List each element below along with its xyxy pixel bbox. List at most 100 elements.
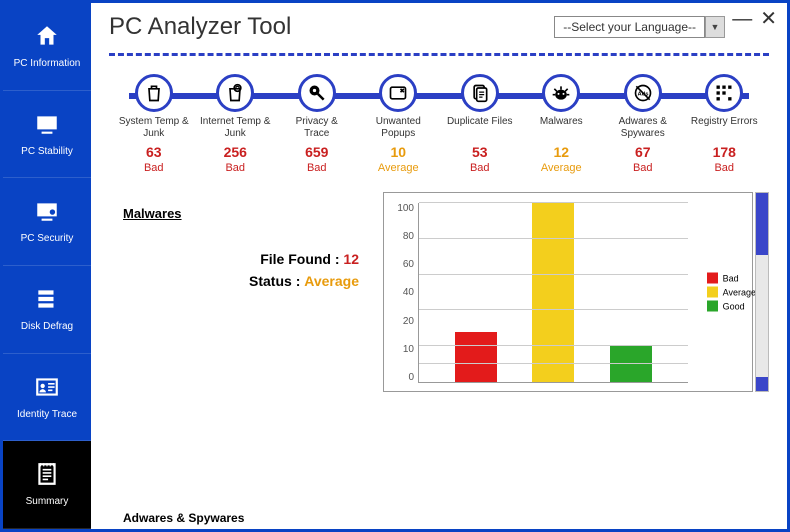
sidebar-icon (34, 111, 60, 146)
chart-legend: Bad Average Good (707, 270, 756, 315)
file-found-label: File Found : (260, 251, 339, 267)
sidebar-item-label: Disk Defrag (21, 321, 73, 333)
y-tick: 80 (403, 231, 414, 242)
sidebar-item-label: PC Stability (21, 146, 73, 158)
y-tick: 0 (408, 372, 414, 383)
titlebar-controls: — ✕ (732, 9, 777, 29)
y-tick: 20 (403, 316, 414, 327)
gridline (419, 238, 688, 239)
language-selector[interactable]: --Select your Language-- ▼ (554, 16, 725, 38)
category-registry-errors[interactable]: Registry Errors 178 Bad (684, 74, 766, 174)
category-icon (298, 74, 336, 112)
chevron-down-icon[interactable]: ▼ (705, 16, 725, 38)
sidebar-icon (34, 374, 60, 409)
legend-swatch (707, 287, 718, 298)
sidebar-item-pc-information[interactable]: PC Information (3, 3, 91, 91)
category-status: Bad (633, 162, 653, 174)
category-value: 256 (224, 144, 247, 160)
legend-item-average: Average (707, 287, 756, 298)
sidebar-item-label: PC Information (14, 58, 81, 70)
category-icon (705, 74, 743, 112)
sidebar-item-label: PC Security (21, 233, 74, 245)
category-icon (135, 74, 173, 112)
legend-item-bad: Bad (707, 273, 756, 284)
category-duplicate-files[interactable]: Duplicate Files 53 Bad (439, 74, 521, 174)
sidebar-item-summary[interactable]: Summary (3, 441, 91, 529)
sidebar: PC Information PC Stability PC Security Dis… (3, 3, 91, 529)
category-label: Registry Errors (691, 116, 758, 140)
category-icon (216, 74, 254, 112)
sidebar-item-label: Summary (26, 496, 69, 508)
category-label: Malwares (540, 116, 583, 140)
category-value: 63 (146, 144, 162, 160)
file-found-value: 12 (343, 251, 359, 267)
gridline (419, 309, 688, 310)
category-unwanted-popups[interactable]: Unwanted Popups 10 Average (358, 74, 440, 174)
header: PC Analyzer Tool --Select your Language-… (109, 13, 769, 41)
y-tick: 100 (397, 203, 414, 214)
chart-y-axis: 10080604020100 (392, 203, 418, 383)
category-status: Bad (144, 162, 164, 174)
status-row: Status : Average (123, 273, 383, 289)
legend-item-good: Good (707, 301, 756, 312)
category-status: Average (541, 162, 582, 174)
y-tick: 10 (403, 344, 414, 355)
sidebar-item-pc-security[interactable]: PC Security (3, 178, 91, 266)
category-status: Bad (225, 162, 245, 174)
category-label: Duplicate Files (447, 116, 513, 140)
scrollbar-vertical[interactable] (755, 192, 769, 392)
category-status: Bad (470, 162, 490, 174)
malwares-chart: 10080604020100 BadAverageGood (383, 192, 753, 392)
category-icon (379, 74, 417, 112)
status-value: Average (304, 273, 359, 289)
bar-bad (455, 332, 497, 382)
sidebar-item-identity-trace[interactable]: Identity Trace (3, 354, 91, 442)
category-status: Bad (714, 162, 734, 174)
scroll-down-button[interactable] (756, 377, 768, 391)
category-value: 659 (305, 144, 328, 160)
legend-label: Good (723, 301, 745, 311)
category-value: 67 (635, 144, 651, 160)
legend-label: Average (723, 287, 756, 297)
legend-label: Bad (723, 273, 739, 283)
status-label: Status : (249, 273, 300, 289)
scroll-thumb[interactable] (756, 207, 768, 255)
detail-section: Malwares File Found : 12 Status : Averag… (109, 192, 769, 392)
gridline (419, 363, 688, 364)
category-label: Internet Temp &Junk (200, 116, 270, 140)
close-button[interactable]: ✕ (760, 9, 777, 29)
chart-wrapper: 10080604020100 BadAverageGood (383, 192, 769, 392)
sidebar-item-pc-stability[interactable]: PC Stability (3, 91, 91, 179)
y-tick: 60 (403, 259, 414, 270)
category-icon: Ads (624, 74, 662, 112)
app-title: PC Analyzer Tool (109, 13, 291, 41)
category-privacy-trace[interactable]: Privacy &Trace 659 Bad (276, 74, 358, 174)
legend-swatch (707, 301, 718, 312)
chart-area: 10080604020100 (392, 203, 744, 383)
y-tick: 40 (403, 287, 414, 298)
category-label: Adwares &Spywares (619, 116, 667, 140)
category-system-temp-junk[interactable]: System Temp &Junk 63 Bad (113, 74, 195, 174)
detail-info: Malwares File Found : 12 Status : Averag… (109, 192, 383, 392)
category-value: 10 (390, 144, 406, 160)
sidebar-icon (34, 286, 60, 321)
gridline (419, 274, 688, 275)
category-malwares[interactable]: Malwares 12 Average (521, 74, 603, 174)
detail-title: Malwares (123, 206, 383, 221)
app-window: — ✕ PC Information PC Stability PC Securit… (0, 0, 790, 532)
category-internet-temp-junk[interactable]: Internet Temp &Junk 256 Bad (195, 74, 277, 174)
legend-swatch (707, 273, 718, 284)
chart-plot (418, 203, 688, 383)
category-icon (461, 74, 499, 112)
category-value: 178 (713, 144, 736, 160)
minimize-button[interactable]: — (732, 9, 752, 29)
category-label: Privacy &Trace (296, 116, 338, 140)
scroll-up-button[interactable] (756, 193, 768, 207)
file-found-row: File Found : 12 (123, 251, 383, 267)
sidebar-item-disk-defrag[interactable]: Disk Defrag (3, 266, 91, 354)
gridline (419, 202, 688, 203)
gridline (419, 345, 688, 346)
category-icon (542, 74, 580, 112)
category-adwares-spywares[interactable]: Ads Adwares &Spywares 67 Bad (602, 74, 684, 174)
category-value: 53 (472, 144, 488, 160)
